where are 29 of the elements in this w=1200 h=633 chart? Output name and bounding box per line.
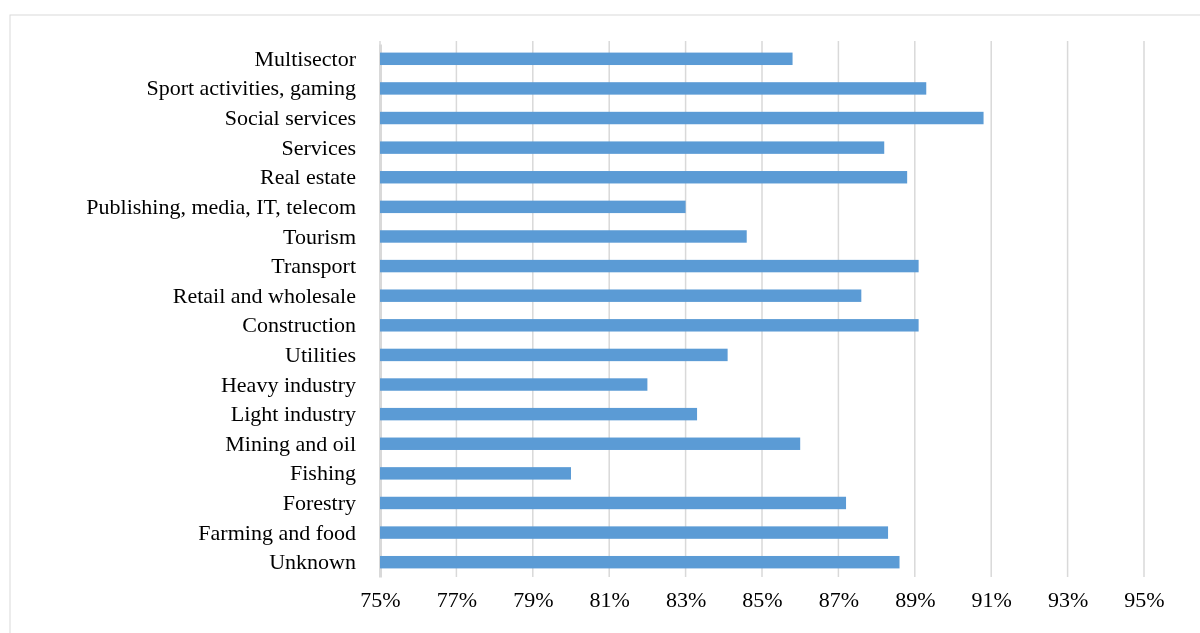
- y-tick-label: Real estate: [260, 164, 356, 190]
- y-tick-label: Fishing: [289, 460, 356, 486]
- x-tick-label: 77%: [436, 586, 478, 612]
- y-tick-label: Unknown: [269, 549, 356, 575]
- y-tick-label: Mining and oil: [225, 430, 356, 456]
- y-tick-label: Tourism: [282, 223, 356, 249]
- y-tick-label: Forestry: [282, 490, 356, 516]
- y-tick-label: Services: [281, 134, 356, 160]
- x-tick-label: 79%: [513, 586, 554, 612]
- x-tick-label: 81%: [589, 586, 630, 612]
- y-tick-label: Construction: [242, 312, 356, 338]
- y-tick-label: Heavy industry: [220, 371, 356, 397]
- x-tick-label: 89%: [895, 586, 936, 612]
- y-tick-label: Publishing, media, IT, telecom: [86, 193, 356, 219]
- y-tick-label: Sport activities, gaming: [146, 75, 356, 101]
- x-tick-label: 85%: [742, 586, 783, 612]
- x-tick-label: 93%: [1047, 586, 1089, 612]
- y-tick-label: Transport: [271, 253, 356, 279]
- x-tick-label: 91%: [971, 586, 1012, 612]
- x-tick-label: 95%: [1124, 586, 1165, 612]
- y-tick-label: Retail and wholesale: [172, 282, 356, 308]
- y-tick-label: Light industry: [230, 401, 356, 427]
- y-tick-label: Multisector: [254, 45, 357, 71]
- x-tick-label: 75%: [360, 586, 401, 612]
- y-tick-label: Farming and food: [198, 519, 356, 545]
- y-tick-label: Social services: [224, 105, 356, 131]
- x-tick-label: 83%: [665, 586, 707, 612]
- x-tick-label: 87%: [818, 586, 860, 612]
- y-tick-label: Utilities: [285, 341, 356, 367]
